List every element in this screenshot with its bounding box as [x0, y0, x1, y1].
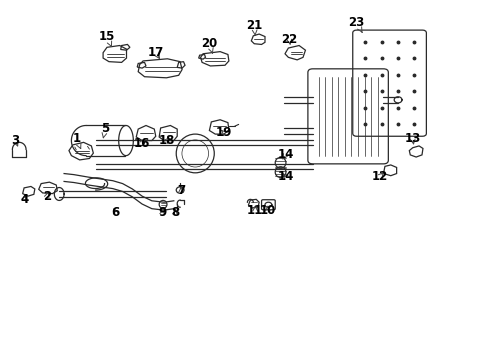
Text: 12: 12: [371, 170, 387, 183]
Text: 14: 14: [277, 148, 293, 161]
Text: 11: 11: [246, 204, 263, 217]
Text: 20: 20: [201, 37, 217, 53]
Text: 7: 7: [177, 184, 185, 197]
Text: 5: 5: [101, 122, 109, 138]
Text: 3: 3: [11, 134, 20, 147]
Text: 18: 18: [158, 134, 174, 147]
Text: 4: 4: [20, 193, 28, 206]
Text: 8: 8: [171, 206, 179, 219]
Text: 19: 19: [215, 126, 232, 139]
Text: 2: 2: [43, 190, 51, 203]
Text: 10: 10: [259, 204, 275, 217]
Text: 6: 6: [111, 206, 119, 219]
Text: 9: 9: [158, 206, 166, 219]
Text: 23: 23: [348, 17, 364, 32]
Text: 13: 13: [404, 132, 420, 145]
Text: 16: 16: [134, 137, 150, 150]
Text: 17: 17: [147, 46, 163, 59]
Text: 1: 1: [72, 132, 81, 149]
Text: 21: 21: [245, 19, 262, 35]
Text: 14: 14: [277, 170, 293, 183]
Text: 22: 22: [281, 33, 297, 46]
Text: 15: 15: [99, 30, 115, 46]
